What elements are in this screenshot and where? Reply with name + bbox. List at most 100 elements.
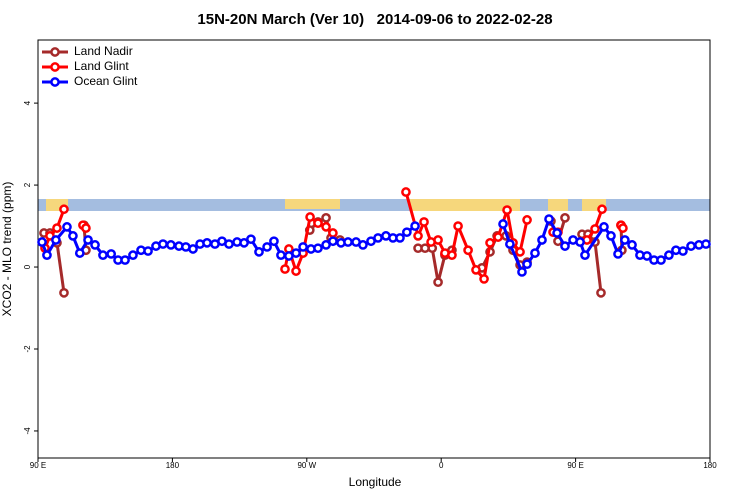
point — [560, 241, 570, 251]
point — [479, 274, 489, 284]
point — [599, 222, 609, 232]
point — [321, 222, 331, 232]
legend-label: Land Nadir — [74, 44, 133, 58]
point — [239, 238, 249, 248]
legend-marker — [50, 62, 60, 72]
point — [90, 240, 100, 250]
point — [328, 236, 338, 247]
point — [552, 228, 562, 238]
point — [51, 235, 61, 245]
map-strip — [38, 199, 710, 211]
point — [188, 244, 198, 254]
point — [686, 241, 696, 251]
point — [166, 240, 176, 250]
point — [419, 217, 429, 227]
point — [596, 287, 606, 298]
point — [269, 236, 279, 247]
point — [597, 204, 607, 215]
point — [544, 214, 554, 224]
land-patch — [285, 199, 340, 209]
point — [276, 250, 286, 260]
point — [254, 247, 264, 257]
point — [120, 255, 130, 265]
legend-marker — [50, 77, 60, 87]
point — [246, 234, 256, 245]
x-axis-label: Longitude — [349, 475, 402, 489]
x-tick-label: 90 E — [567, 461, 583, 470]
point — [298, 242, 308, 252]
point — [537, 235, 547, 245]
point — [580, 250, 590, 260]
plot-frame — [37, 39, 711, 459]
x-tick-label: 0 — [439, 461, 444, 470]
point — [62, 222, 72, 232]
point — [620, 235, 630, 245]
point — [291, 248, 301, 258]
point — [343, 237, 353, 247]
land-patch — [548, 199, 568, 211]
x-tick-label: 90 E — [30, 461, 46, 470]
point — [522, 259, 532, 270]
point — [373, 233, 383, 243]
point — [678, 246, 688, 256]
y-tick-label: 0 — [23, 264, 32, 269]
point — [305, 212, 315, 222]
point — [502, 205, 512, 215]
x-tick-label: 180 — [703, 461, 717, 470]
point — [498, 219, 508, 229]
ocean-band — [38, 199, 710, 211]
y-axis-label: XCO2 - MLO trend (ppm) — [0, 182, 14, 317]
point — [642, 251, 652, 261]
point — [291, 266, 301, 276]
point — [515, 247, 525, 257]
point — [224, 239, 234, 249]
point — [402, 227, 412, 238]
point — [606, 231, 616, 241]
legend-marker — [50, 47, 60, 57]
point — [530, 248, 540, 258]
point — [59, 204, 69, 215]
point — [81, 223, 91, 233]
point — [433, 277, 443, 288]
point — [664, 250, 674, 260]
point — [313, 243, 323, 254]
point — [52, 223, 62, 233]
chart-title: 15N-20N March (Ver 10) 2014-09-06 to 202… — [197, 11, 552, 28]
y-tick-label: -4 — [23, 427, 32, 435]
point — [128, 250, 138, 260]
point — [410, 221, 420, 231]
point — [42, 250, 52, 260]
point — [313, 218, 323, 229]
point — [560, 213, 570, 223]
legend-label: Land Glint — [74, 59, 129, 73]
point — [618, 223, 628, 233]
point — [590, 224, 600, 234]
point — [522, 215, 532, 225]
point — [413, 231, 423, 241]
point — [493, 232, 503, 242]
point — [262, 242, 272, 252]
x-tick-label: 90 W — [297, 461, 316, 470]
point — [321, 240, 331, 250]
land-patch — [410, 199, 520, 211]
point — [627, 240, 637, 250]
point — [517, 267, 527, 277]
point — [358, 240, 368, 250]
point — [83, 235, 93, 245]
point — [202, 238, 212, 248]
point — [280, 264, 290, 274]
point — [433, 235, 443, 245]
point — [68, 231, 78, 241]
point — [395, 233, 405, 243]
legend-label: Ocean Glint — [74, 74, 138, 88]
x-tick-label: 180 — [166, 461, 180, 470]
point — [471, 265, 481, 275]
point — [59, 287, 69, 298]
point — [37, 237, 47, 247]
y-tick-label: 4 — [23, 100, 32, 105]
point — [158, 239, 168, 249]
point — [74, 248, 85, 258]
y-tick-label: -2 — [23, 345, 32, 353]
point — [575, 237, 585, 247]
